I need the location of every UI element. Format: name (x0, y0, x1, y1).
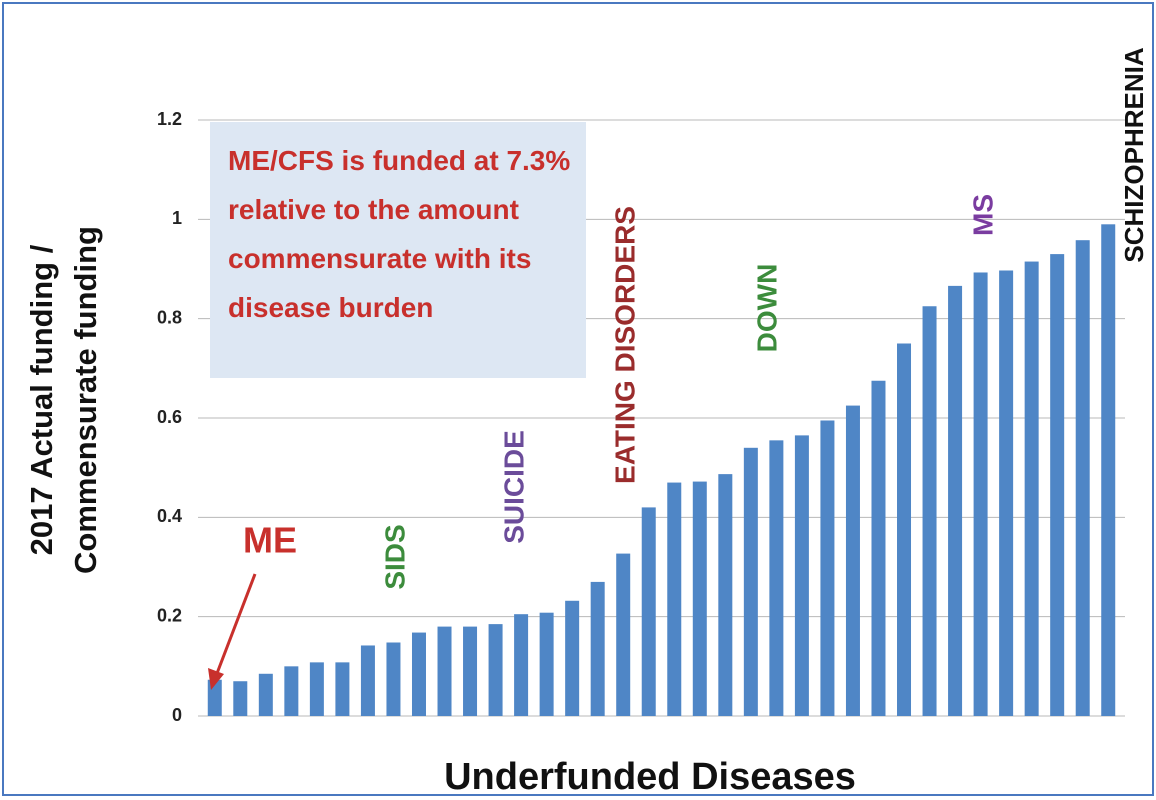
y-tick-label: 0.4 (157, 506, 182, 526)
bar (794, 435, 809, 716)
bar (667, 482, 682, 716)
arrow-head (208, 668, 224, 690)
bar (309, 662, 324, 716)
bar (565, 600, 580, 716)
y-tick-label: 0.6 (157, 407, 182, 427)
bar (386, 642, 401, 716)
bar (1101, 224, 1116, 717)
y-tick-label: 1.2 (157, 109, 182, 129)
bar (233, 681, 248, 716)
bar (539, 612, 554, 716)
bar (514, 614, 529, 716)
annotation: ME (243, 520, 297, 561)
bar (616, 553, 631, 716)
x-axis-label: Underfunded Diseases (444, 756, 856, 798)
annotation: SUICIDE (498, 430, 529, 544)
y-tick-label: 0.8 (157, 307, 182, 327)
bar (769, 440, 784, 716)
annotation: DOWN (751, 264, 782, 353)
callout: ME/CFS is funded at 7.3% relative to the… (210, 122, 586, 378)
y-tick-label: 1 (172, 208, 182, 228)
bar (922, 306, 937, 716)
bar (871, 380, 886, 716)
bar (284, 666, 299, 716)
annotation: SCHIZOPHRENIA (1119, 47, 1149, 262)
bar (1024, 261, 1039, 716)
y-tick-label: 0 (172, 705, 182, 725)
bar (820, 420, 835, 716)
bar (360, 645, 375, 716)
bar (692, 481, 707, 716)
annotation: MS (967, 194, 998, 236)
bar (999, 270, 1014, 716)
bar (437, 626, 452, 716)
bar (845, 405, 860, 716)
y-tick-label: 0.2 (157, 605, 182, 625)
bar (590, 581, 605, 716)
bar (897, 343, 912, 716)
bar (973, 272, 988, 716)
bar (743, 447, 758, 716)
bar (463, 626, 478, 716)
y-axis-label-line: 2017 Actual funding / (24, 244, 59, 555)
annotation: EATING DISORDERS (609, 206, 640, 484)
bar (948, 285, 963, 716)
bar (641, 507, 656, 716)
annotation: SIDS (379, 524, 410, 589)
bar (1075, 240, 1090, 716)
bar (488, 624, 503, 716)
arrow-shaft (214, 573, 257, 677)
bar (258, 673, 273, 716)
bar (718, 474, 733, 716)
bar (1050, 254, 1065, 716)
bar (335, 662, 350, 716)
bar (411, 632, 426, 716)
y-axis-label: 2017 Actual funding / Commensurate fundi… (24, 226, 103, 574)
y-axis-label-line: Commensurate funding (68, 226, 103, 574)
